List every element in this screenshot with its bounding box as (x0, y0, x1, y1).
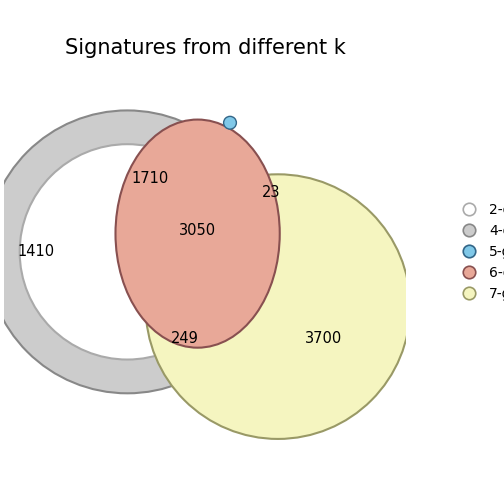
Circle shape (224, 116, 236, 129)
Text: 249: 249 (171, 331, 199, 346)
Text: 3050: 3050 (179, 223, 216, 238)
Text: 1410: 1410 (18, 244, 54, 260)
Text: 1710: 1710 (132, 171, 169, 186)
Legend: 2-group, 4-group, 5-group, 6-group, 7-group: 2-group, 4-group, 5-group, 6-group, 7-gr… (451, 199, 504, 305)
Text: 3700: 3700 (305, 331, 342, 346)
Circle shape (146, 174, 410, 439)
Title: Signatures from different k: Signatures from different k (65, 38, 345, 57)
Ellipse shape (115, 119, 280, 348)
Text: 23: 23 (262, 185, 281, 200)
Circle shape (0, 110, 269, 393)
Circle shape (20, 144, 235, 359)
